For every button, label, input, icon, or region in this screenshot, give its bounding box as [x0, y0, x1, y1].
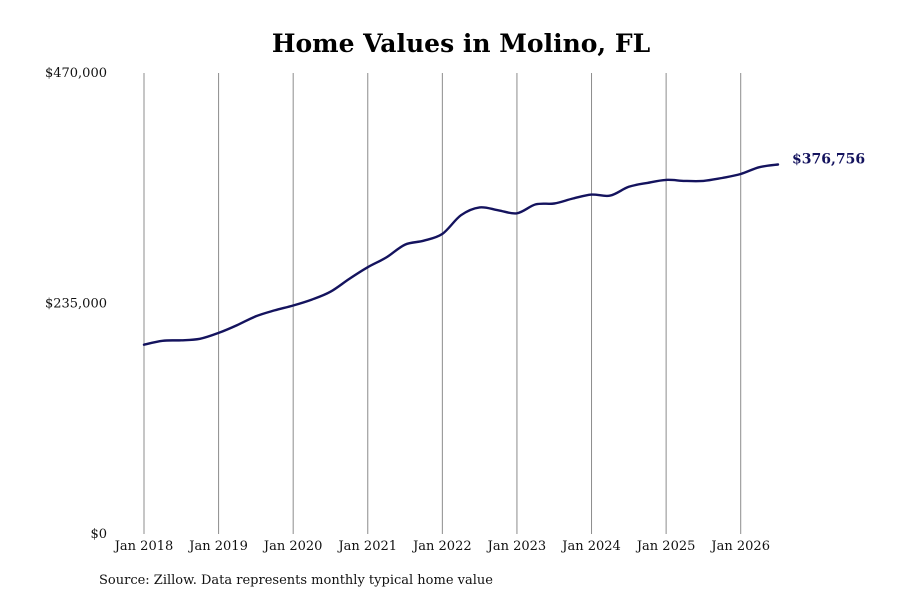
- y-tick-label: $470,000: [45, 66, 107, 81]
- x-tick-label: Jan 2020: [262, 539, 323, 554]
- source-note: Source: Zillow. Data represents monthly …: [99, 573, 493, 588]
- y-tick-label: $235,000: [45, 297, 107, 312]
- series-line: [142, 163, 780, 346]
- x-tick-label: Jan 2019: [187, 539, 248, 554]
- vertical-gridlines: [143, 73, 742, 534]
- series-group: [142, 163, 780, 346]
- x-tick-label: Jan 2018: [113, 539, 174, 554]
- x-tick-label: Jan 2023: [486, 539, 547, 554]
- x-tick-label: Jan 2025: [635, 539, 696, 554]
- x-tick-label: Jan 2026: [709, 539, 770, 554]
- x-tick-label: Jan 2022: [411, 539, 472, 554]
- x-tick-label: Jan 2021: [336, 539, 397, 554]
- x-axis: Jan 2018 Jan 2019 Jan 2020 Jan 2021 Jan 2022…: [113, 539, 770, 554]
- end-value-label: $376,756: [792, 151, 865, 167]
- y-axis: $0 $235,000 $470,000: [45, 66, 107, 542]
- chart-title: Home Values in Molino, FL: [272, 29, 651, 58]
- x-tick-label: Jan 2024: [560, 539, 621, 554]
- y-tick-label: $0: [90, 527, 107, 542]
